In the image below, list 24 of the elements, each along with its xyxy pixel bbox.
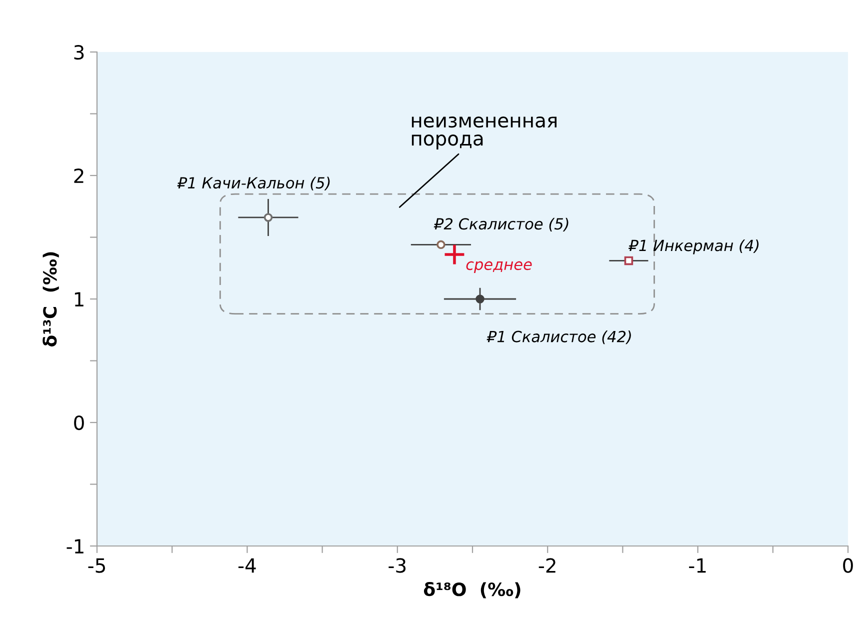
x-tick-label: -5 — [88, 558, 105, 573]
series-label: ₽1 Скалистое (42) — [486, 330, 631, 344]
text: ₽1 Качи-Кальон (5) — [177, 176, 330, 190]
point — [476, 294, 484, 304]
y-tick-label: 1 — [74, 292, 84, 306]
x-tick-label: -2 — [538, 558, 556, 573]
y-tick-label: 3 — [74, 44, 84, 60]
point — [436, 240, 446, 250]
point — [264, 213, 273, 222]
point — [443, 243, 466, 266]
series-label: ₽2 Скалистое (5) — [434, 218, 568, 232]
y-axis-title: δ¹³C (‰) — [42, 252, 59, 346]
x-axis-title: δ¹⁸O (‰) — [424, 582, 520, 598]
x-tick-label: -4 — [238, 558, 256, 573]
y-tick-label: 0 — [74, 415, 84, 430]
series-label: среднее — [466, 261, 532, 274]
y-tick-label: 2 — [74, 168, 84, 183]
x-tick-label: -3 — [388, 558, 406, 573]
point — [624, 256, 634, 266]
annotation: неизмененная порода — [412, 116, 557, 150]
series-label: ₽1 Инкерман (4) — [628, 239, 759, 254]
x-tick-label: 0 — [843, 558, 853, 573]
x-tick-label: -1 — [689, 558, 706, 573]
y-tick-label: -1 — [66, 539, 84, 554]
